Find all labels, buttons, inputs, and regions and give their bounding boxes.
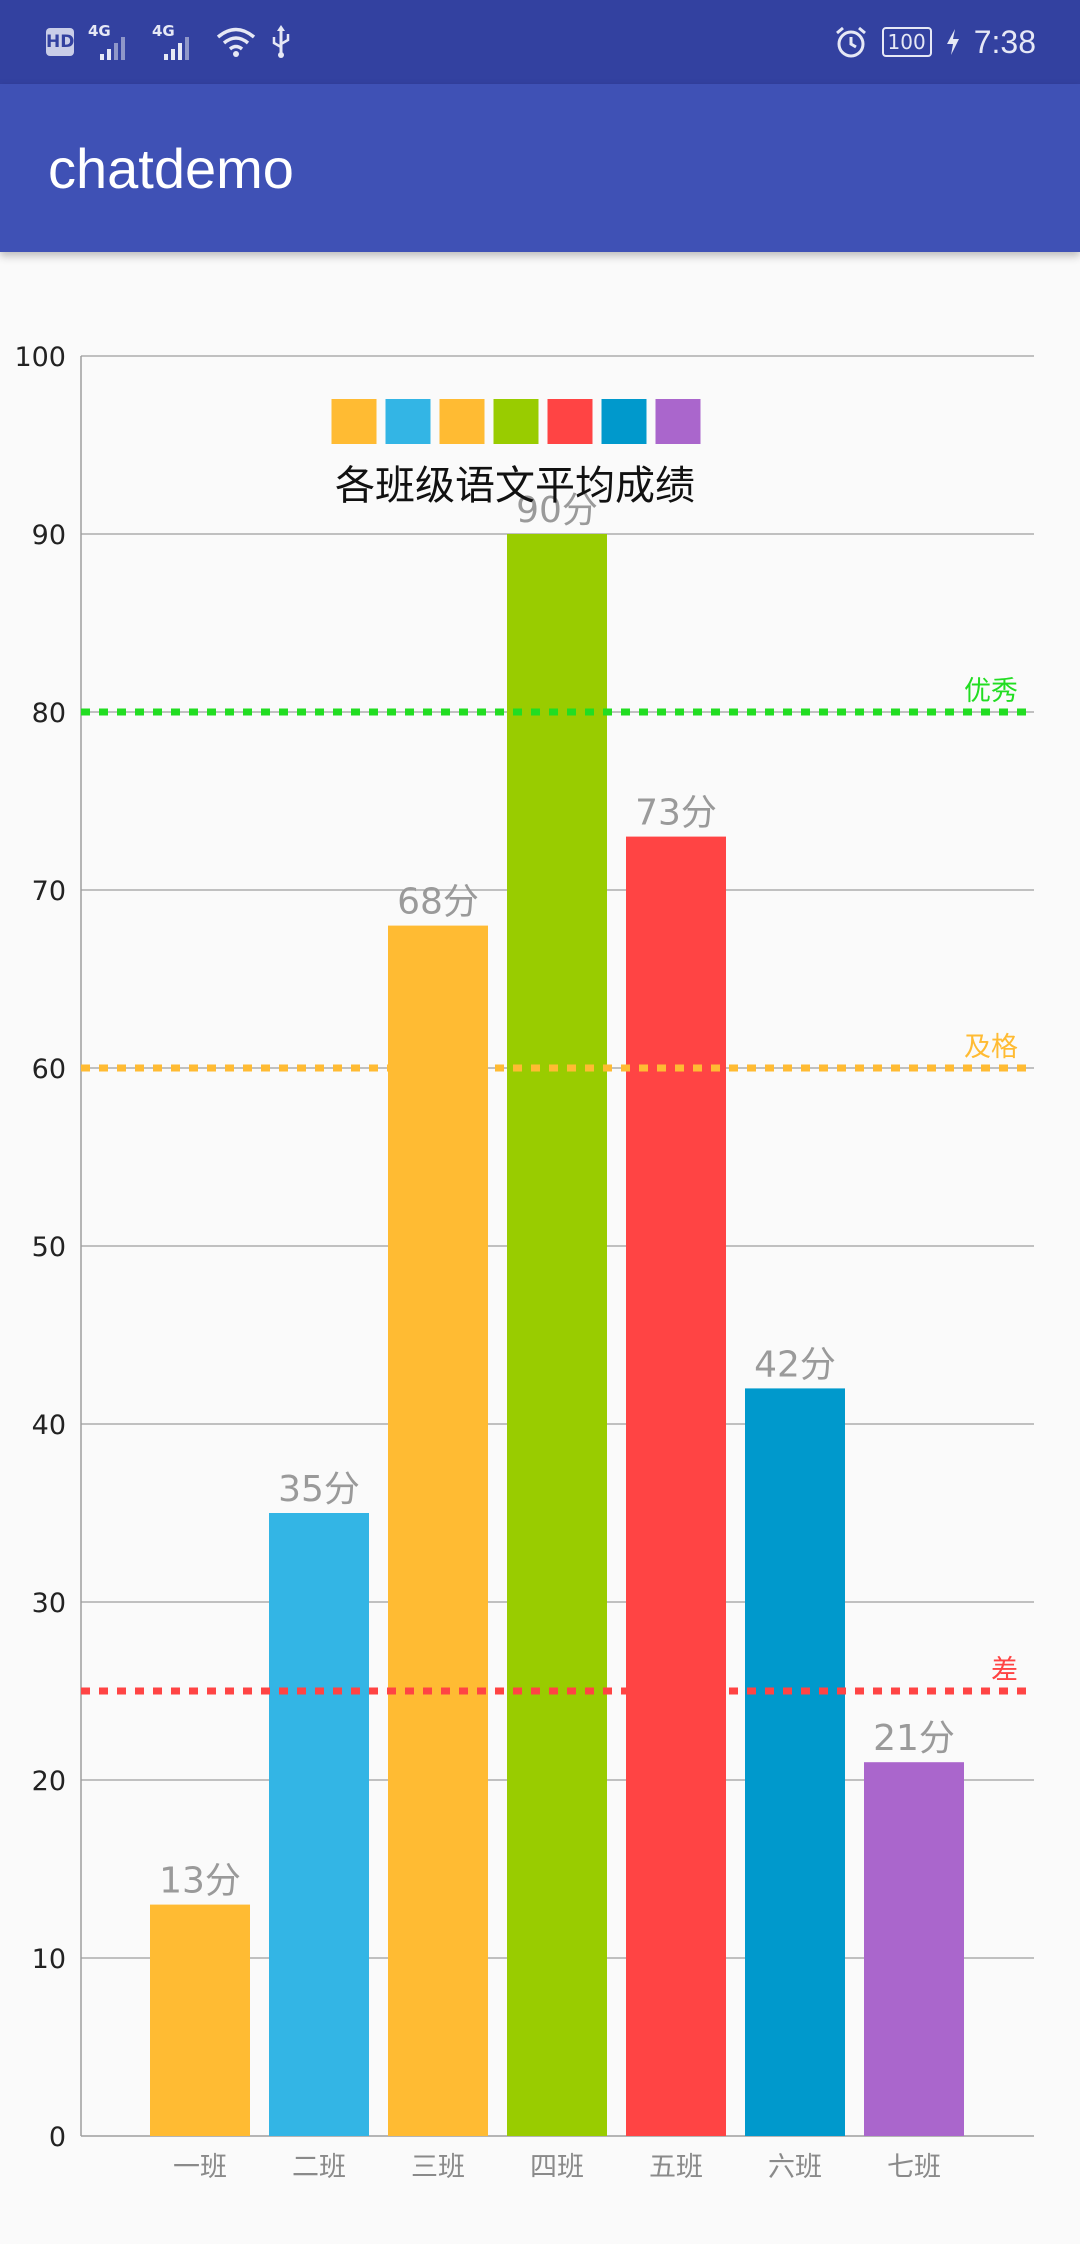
bar-value-label: 42分 [754,1344,836,1385]
reference-line-label: 及格 [964,1032,1018,1063]
hd-icon: HD [46,28,74,56]
legend-swatch [439,399,485,444]
app-bar: chatdemo [0,84,1080,252]
y-tick-label: 30 [32,1588,66,1619]
x-tick-label: 一班 [173,2152,227,2183]
chart-title: 各班级语文平均成绩 [335,463,695,509]
y-tick-label: 10 [32,1944,66,1975]
x-tick-label: 三班 [411,2152,465,2183]
y-tick-label: 60 [32,1054,66,1085]
bar [745,1388,845,2136]
charging-icon [946,29,959,55]
y-tick-label: 100 [14,342,66,373]
app-title: chatdemo [48,137,294,200]
x-tick-label: 五班 [649,2152,703,2183]
y-tick-label: 0 [49,2122,66,2153]
y-tick-label: 50 [32,1232,66,1263]
wifi-icon [216,27,256,57]
bar-value-label: 90分 [516,490,598,531]
bar-value-label: 68分 [397,882,479,923]
x-tick-label: 六班 [768,2152,822,2183]
x-tick-label: 四班 [530,2152,584,2183]
usb-icon [272,25,290,58]
y-tick-label: 90 [32,520,66,551]
y-tick-label: 40 [32,1410,66,1441]
reference-line-label: 优秀 [964,676,1018,707]
legend-swatch [493,399,539,444]
legend-swatch [601,399,647,444]
bar [626,836,726,2136]
signal-4g-icon: 4G [152,22,202,62]
alarm-icon [835,26,866,58]
x-tick-label: 二班 [292,2152,346,2183]
bar [150,1904,250,2136]
bar-value-label: 35分 [278,1469,360,1510]
legend-swatch [331,399,377,444]
status-time: 7:38 [973,23,1036,60]
legend-swatch [385,399,431,444]
bar-value-label: 21分 [873,1718,955,1759]
signal-4g-icon: 4G [88,22,138,62]
y-tick-label: 20 [32,1766,66,1797]
bar-value-label: 73分 [635,793,717,834]
status-right: 100 7:38 [834,18,1036,66]
bar [269,1513,369,2136]
bar [507,534,607,2136]
y-tick-label: 80 [32,698,66,729]
status-bar: HD 4G 4G [0,0,1080,84]
network-type-label: 4G [88,22,111,40]
battery-icon: 100 [881,27,932,57]
bar [388,925,488,2136]
x-tick-label: 七班 [887,2152,941,2183]
y-tick-label: 70 [32,876,66,907]
reference-line-label: 差 [991,1655,1018,1686]
bar-value-label: 13分 [159,1861,241,1902]
network-type-label: 4G [152,22,175,40]
legend-swatch [547,399,593,444]
status-left: HD 4G 4G [46,22,292,62]
legend-swatch [655,399,701,444]
bar [864,1762,964,2136]
